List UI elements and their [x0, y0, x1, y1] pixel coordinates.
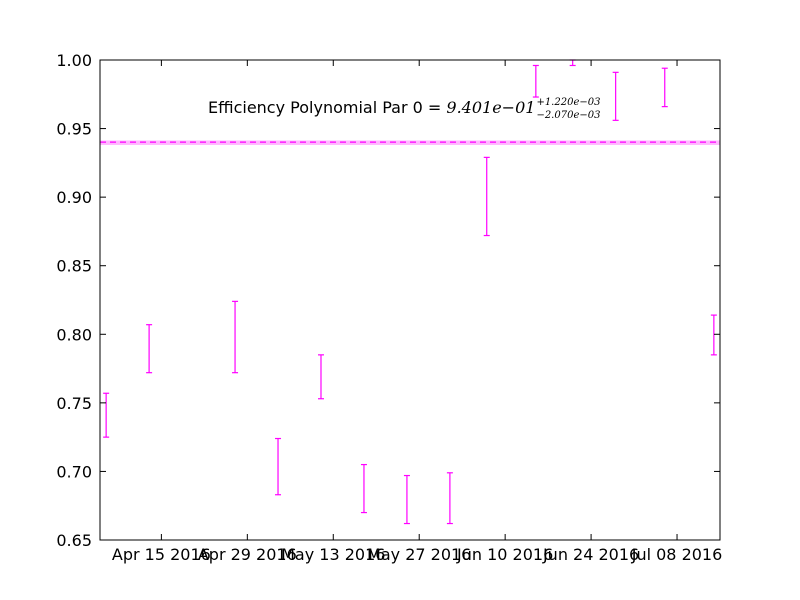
efficiency-annotation: Efficiency Polynomial Par 0 = 9.401e−01 — [208, 98, 535, 117]
error-bar — [446, 472, 453, 525]
error-bar — [275, 437, 282, 496]
error-bar — [232, 300, 239, 374]
error-bar — [403, 474, 410, 525]
plot-frame — [99, 59, 721, 541]
error-bar — [317, 354, 324, 400]
error-bar — [569, 59, 576, 67]
reference-band-layer — [100, 140, 720, 145]
y-tick-label: 0.85 — [56, 257, 92, 276]
y-tick-label: 0.70 — [56, 462, 92, 481]
y-tick-label: 0.75 — [56, 394, 92, 413]
y-tick-label: 0.80 — [56, 325, 92, 344]
annotation-lower-error: −2.070e−03 — [536, 110, 600, 121]
annotation-upper-error: +1.220e−03 — [536, 97, 600, 108]
x-tick-label: May 27 2016 — [367, 545, 471, 564]
error-bar — [532, 64, 539, 98]
x-tick-label: Apr 29 2016 — [198, 545, 297, 564]
error-bar — [710, 314, 717, 356]
x-tick-label: Apr 15 2016 — [112, 545, 211, 564]
y-tick-label: 0.90 — [56, 188, 92, 207]
error-bar — [360, 463, 367, 514]
ticks-layer — [100, 59, 720, 541]
error-bars-layer — [103, 59, 717, 525]
error-bar — [103, 392, 110, 438]
annotation-text: Efficiency Polynomial Par 0 = — [208, 98, 446, 117]
error-bar — [612, 71, 619, 121]
x-tick-label: Jul 08 2016 — [631, 545, 723, 564]
y-tick-label: 0.95 — [56, 120, 92, 139]
x-tick-label: May 13 2016 — [281, 545, 385, 564]
annotation-value: 9.401e−01 — [446, 98, 535, 117]
y-tick-label: 0.65 — [56, 531, 92, 550]
y-tick-label: 1.00 — [56, 51, 92, 70]
error-bar — [661, 67, 668, 108]
error-bar — [146, 324, 153, 374]
x-tick-label: Jun 10 2016 — [456, 545, 553, 564]
error-bar — [483, 156, 490, 237]
x-tick-label: Jun 24 2016 — [542, 545, 639, 564]
y-tick-labels: 0.65 0.70 0.75 0.80 0.85 0.90 0.95 1.00 — [56, 51, 92, 550]
